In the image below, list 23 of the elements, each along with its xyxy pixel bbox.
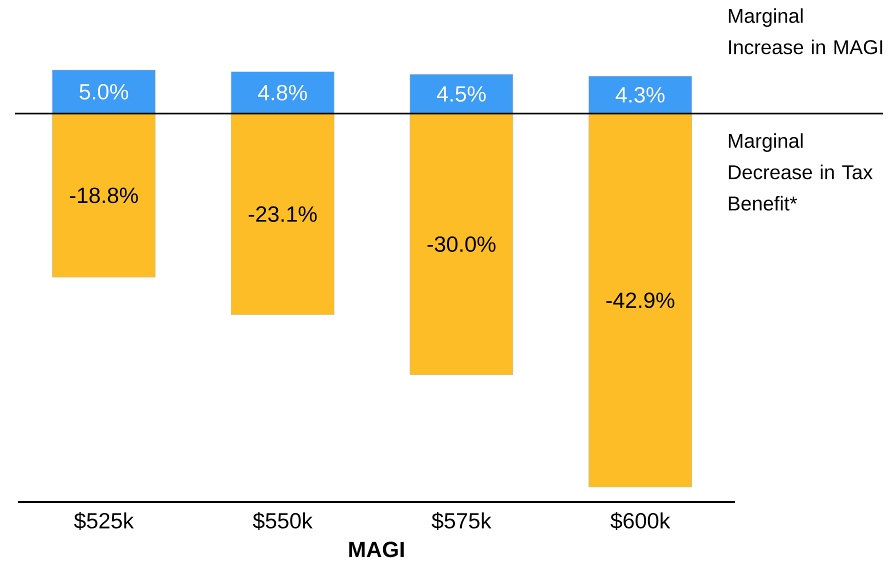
x-tick-label: $550k (252, 512, 313, 530)
x-tick-label: $575k (432, 512, 492, 530)
text: Marginal Increase in MAGI (728, 8, 882, 54)
bar (588, 76, 692, 114)
data-label: 4.5% (436, 86, 486, 102)
bar (52, 113, 156, 278)
data-label: 5.0% (80, 84, 128, 100)
series-label: Marginal Decrease in Tax Benefit* (728, 133, 873, 211)
x-axis-title: MAGI (349, 542, 404, 558)
data-label: -42.9% (606, 292, 674, 308)
data-label: -18.8% (70, 188, 138, 204)
data-label: 4.8% (258, 84, 307, 100)
bar (588, 113, 692, 488)
bar (52, 70, 156, 114)
bar (410, 74, 514, 114)
bar (230, 113, 334, 315)
data-label: -30.0% (428, 236, 496, 252)
data-label: 4.3% (616, 87, 665, 103)
x-tick-label: $600k (610, 512, 670, 530)
bar (410, 113, 514, 375)
data-label: -23.1% (248, 206, 317, 222)
bar (230, 72, 334, 114)
x-tick-label: $525k (74, 512, 134, 530)
